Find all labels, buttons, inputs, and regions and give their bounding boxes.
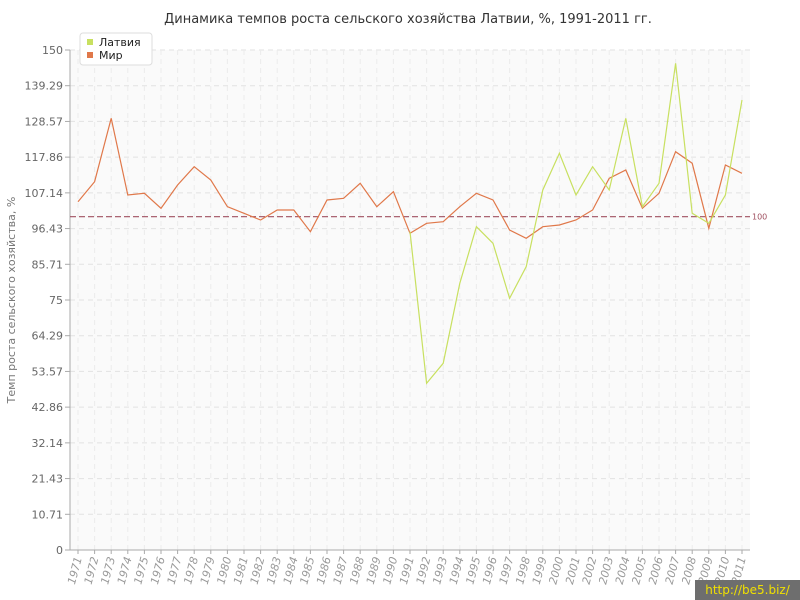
y-tick-label: 117.86: [25, 151, 64, 164]
series: [77, 63, 743, 385]
y-tick-label: 10.71: [32, 508, 64, 521]
y-tick-label: 96.43: [32, 223, 64, 236]
y-tick-label: 85.71: [32, 258, 64, 271]
y-tick-label: 75: [49, 294, 63, 307]
y-tick-label: 150: [42, 44, 63, 57]
series-line-latvia: [409, 63, 743, 385]
x-axis: 1971197219731974197519761977197819791980…: [65, 549, 750, 586]
y-tick-label: 21.43: [32, 473, 64, 486]
y-tick-label: 0: [56, 544, 63, 557]
watermark[interactable]: http://be5.biz/: [695, 580, 800, 600]
y-tick-label: 32.14: [32, 437, 64, 450]
y-axis: 0 10.71 21.43 32.14 42.86 53.57 64.29 75 85.71 96…: [25, 44, 71, 557]
y-axis-label: Темп роста сельского хозяйства, %: [5, 197, 18, 405]
reference-line-label: 100: [752, 213, 767, 222]
reference-line: 100: [70, 213, 767, 222]
y-tick-label: 107.14: [25, 187, 64, 200]
legend-label-world: Мир: [99, 49, 123, 62]
y-tick-label: 64.29: [32, 330, 64, 343]
legend-swatch-world: [87, 52, 93, 58]
y-tick-label: 42.86: [32, 401, 64, 414]
grid: [70, 49, 750, 550]
legend-box: [79, 32, 153, 66]
y-tick-label: 53.57: [32, 365, 64, 378]
y-tick-label: 128.57: [25, 115, 64, 128]
legend-swatch-latvia: [87, 39, 93, 45]
y-tick-label: 139.29: [25, 80, 64, 93]
chart-title: Динамика темпов роста сельского хозяйств…: [164, 12, 652, 27]
legend-label-latvia: Латвия: [99, 36, 141, 49]
